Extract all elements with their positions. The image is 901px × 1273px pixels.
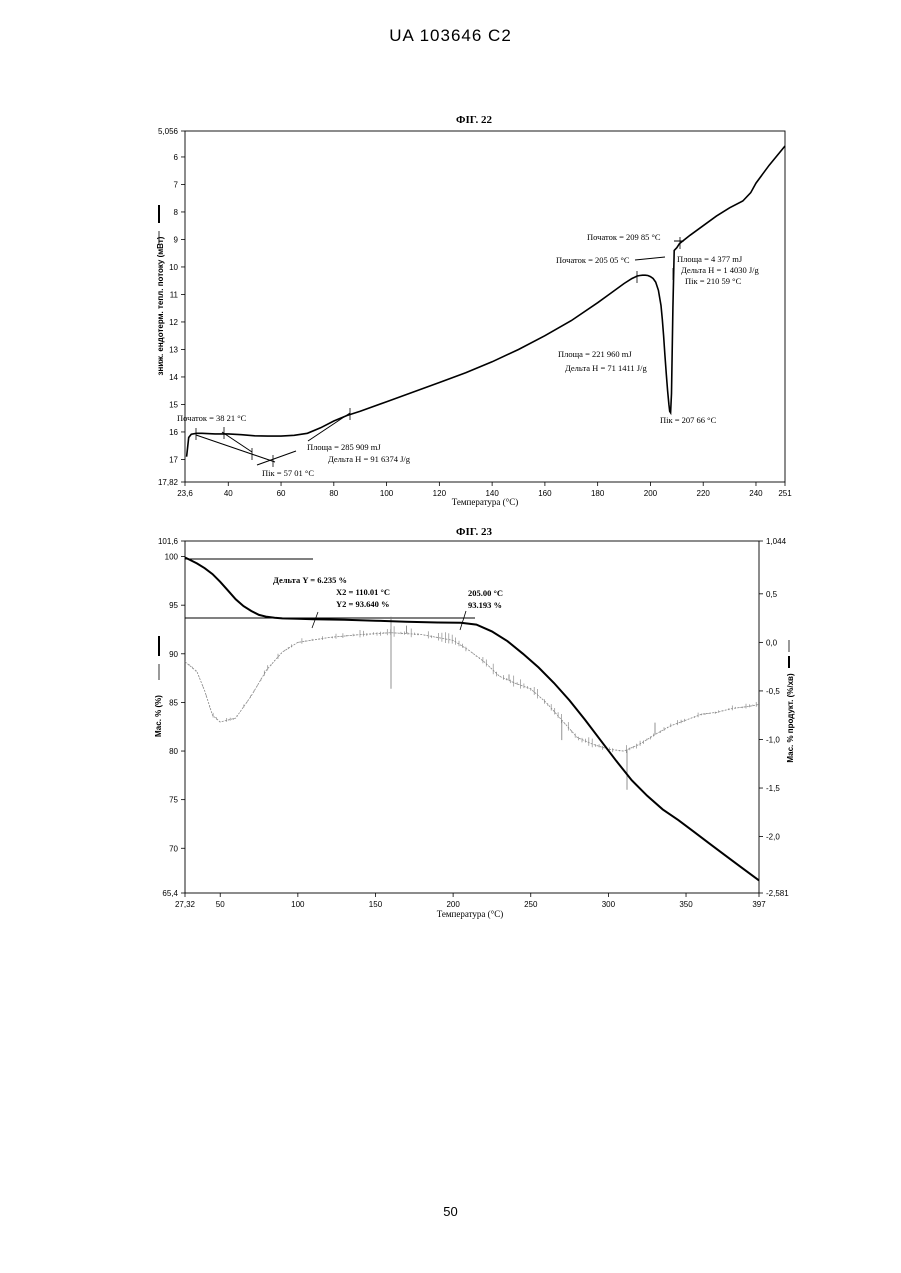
fig22-onset-2: Початок = 209 85 °C	[587, 232, 661, 242]
fig23-y-axis-label: Мас. % (%)	[154, 695, 163, 737]
fig23-onset-temp: 205.00 °C	[468, 588, 503, 598]
fig23-x-tick-label: 300	[602, 900, 616, 909]
fig22-x-tick-label: 120	[433, 489, 447, 498]
fig22-y-tick-label: 13	[169, 345, 178, 354]
fig22-y-tick-label: 14	[169, 373, 178, 382]
fig23-title: ФІГ. 23	[456, 526, 492, 538]
fig22-heat-flow-curve	[187, 146, 785, 457]
fig23-y-tick-label: 101,6	[158, 537, 179, 546]
fig23-y2-ticks: 1,044 0,5 0,0 -0,5 -1,0 -1,5 -2,0 -2,581	[759, 537, 789, 898]
fig23-y-tick-label: 70	[169, 844, 178, 853]
fig22-x-tick-label: 180	[591, 489, 605, 498]
fig23-x-tick-label: 100	[291, 900, 305, 909]
fig23-x-tick-label: 27,32	[175, 900, 196, 909]
fig23-x2: X2 = 110.01 °C	[336, 587, 390, 597]
fig23-y2-tick-label: 1,044	[766, 537, 787, 546]
fig22-tangent-2	[308, 413, 350, 441]
fig23-y2-tick-label: 0,0	[766, 638, 778, 647]
fig22-y-tick-label: 16	[169, 428, 178, 437]
fig22-y-tick-label: 12	[169, 318, 178, 327]
fig23-x-tick-label: 50	[216, 900, 225, 909]
fig23-y-tick-label: 80	[169, 747, 178, 756]
fig22-area-3: Площа = 221 960 mJ	[558, 349, 632, 359]
fig22-x-tick-label: 220	[697, 489, 711, 498]
page-number: 50	[0, 1204, 901, 1219]
fig22-peak-3: Пік = 207 66 °C	[660, 415, 717, 425]
fig23-derivative-curve	[185, 633, 759, 751]
fig23-x-tick-label: 200	[446, 900, 460, 909]
fig23-y-tick-label: 100	[165, 553, 179, 562]
fig22-x-tick-label: 40	[224, 489, 233, 498]
fig22-x-tick-label: 60	[277, 489, 286, 498]
fig23-y2-tick-label: -2,0	[766, 833, 780, 842]
fig23-y2-tick-label: 0,5	[766, 590, 778, 599]
fig22-title: ФІГ. 22	[456, 114, 492, 126]
fig22-y-tick-label: 15	[169, 400, 178, 409]
fig22-delta-h-3: Дельта H = 71 1411 J/g	[565, 363, 647, 373]
fig22-y-tick-label: 6	[174, 153, 179, 162]
fig23-y-tick-label: 65,4	[162, 889, 178, 898]
fig23-x-tick-label: 350	[679, 900, 693, 909]
fig22-y-tick-label: 11	[170, 290, 179, 299]
fig23-x-axis-label: Температура (°C)	[437, 909, 504, 919]
fig22-x-tick-label: 251	[778, 489, 792, 498]
fig23-y2-tick-label: -0,5	[766, 687, 780, 696]
fig22-y-tick-label: 10	[169, 263, 178, 272]
fig22-area-1: Площа = 285 909 mJ	[307, 442, 381, 452]
fig22-delta-h-2: Дельта H = 1 4030 J/g	[681, 265, 760, 275]
fig22-y-tick-label: 7	[174, 180, 179, 189]
fig22-x-tick-label: 23,6	[177, 489, 193, 498]
fig22-x-axis-label: Температура (°C)	[452, 497, 519, 507]
fig23-delta-y: Дельта Y = 6.235 %	[273, 575, 347, 585]
fig23-y2-tick-label: -1,0	[766, 735, 780, 744]
fig23-y2: Y2 = 93.640 %	[336, 599, 389, 609]
fig23-y2-tick-label: -2,581	[766, 889, 789, 898]
fig22-peak-1: Пік = 57 01 °C	[262, 468, 314, 478]
fig22-onset-3: Початок = 205 05 °C	[556, 255, 630, 265]
fig22-x-ticks: 23,6406080100120140160180200220240251	[177, 482, 792, 498]
fig23-y2-axis-label: Мас. % продукт. (%/хв)	[786, 673, 795, 763]
fig22-x-tick-label: 200	[644, 489, 658, 498]
fig23-x-tick-label: 250	[524, 900, 538, 909]
fig22-x-tick-label: 80	[329, 489, 338, 498]
fig22-tangent-3	[635, 257, 665, 260]
fig23-y-tick-label: 75	[169, 796, 178, 805]
fig23-derivative-noise	[189, 617, 756, 790]
fig22-y-axis-label: зниж. ендотерм. тепл. потоку (мВт)	[156, 236, 165, 375]
fig22-x-tick-label: 100	[380, 489, 394, 498]
fig22-y-tick-label: 9	[174, 235, 179, 244]
fig22-chart: ФІГ. 22 23,64060801001201401601802002202…	[156, 114, 792, 507]
fig22-y-tick-label: 5,056	[158, 127, 179, 136]
fig22-peak-2: Пік = 210 59 °C	[685, 276, 742, 286]
fig22-area-2: Площа = 4 377 mJ	[677, 254, 743, 264]
fig22-y-tick-label: 17	[169, 455, 178, 464]
fig22-y-tick-label: 17,82	[158, 478, 179, 487]
fig22-delta-h-1: Дельта H = 91 6374 J/g	[328, 454, 411, 464]
fig22-onset-1: Початок = 38 21 °C	[177, 413, 247, 423]
fig23-onset-mass: 93.193 %	[468, 600, 502, 610]
fig22-x-tick-label: 240	[749, 489, 763, 498]
fig23-y-tick-label: 85	[169, 698, 178, 707]
fig23-x-tick-label: 150	[369, 900, 383, 909]
fig23-x-tick-label: 397	[752, 900, 766, 909]
fig22-x-tick-label: 160	[538, 489, 552, 498]
fig22-y-tick-label: 8	[174, 208, 179, 217]
fig22-plot-frame	[185, 131, 785, 482]
fig23-y2-tick-label: -1,5	[766, 784, 780, 793]
fig23-y-tick-label: 95	[169, 601, 178, 610]
fig22-baseline-1	[196, 435, 275, 462]
fig23-y-tick-label: 90	[169, 650, 178, 659]
fig23-x-ticks: 27,32 50 100 150 200 250 300 350 397	[175, 893, 766, 909]
fig23-chart: ФІГ. 23 27,32 50 100 150 200 250 300 350 397 101…	[154, 526, 795, 919]
